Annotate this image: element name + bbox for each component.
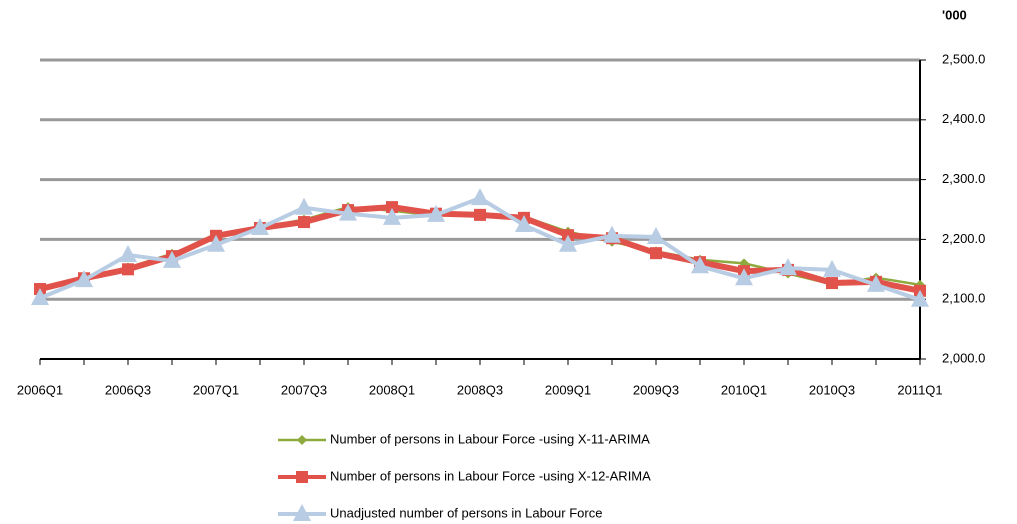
data-point (647, 227, 665, 245)
data-point (386, 201, 398, 214)
y-tick-label: 2,400.0 (942, 111, 985, 126)
data-point (471, 188, 489, 206)
data-point (339, 203, 357, 221)
legend-marker (297, 435, 307, 445)
data-point (31, 288, 49, 306)
data-point (823, 259, 841, 277)
x-tick-label: 2006Q1 (17, 382, 63, 397)
data-point (122, 263, 134, 276)
data-point (163, 250, 181, 268)
data-point (427, 204, 445, 222)
x-tick-label: 2008Q3 (457, 382, 503, 397)
data-point (650, 247, 662, 260)
data-point (735, 268, 753, 286)
legend-marker (293, 504, 311, 521)
data-point (119, 244, 137, 262)
data-point (383, 207, 401, 225)
data-point (867, 274, 885, 292)
x-tick-label: 2011Q1 (897, 382, 942, 397)
data-point (826, 277, 838, 290)
legend-label: Number of persons in Labour Force -using… (330, 468, 651, 483)
y-axis-unit: '000 (942, 7, 967, 22)
x-tick-label: 2007Q1 (193, 382, 239, 397)
data-point (559, 234, 577, 252)
y-tick-label: 2,500.0 (942, 51, 985, 66)
legend-label: Number of persons in Labour Force -using… (330, 431, 650, 446)
data-point (295, 197, 313, 215)
data-point (911, 289, 929, 307)
x-tick-label: 2006Q3 (105, 382, 151, 397)
x-tick-label: 2007Q3 (281, 382, 327, 397)
data-point (474, 208, 486, 221)
x-tick-label: 2009Q1 (545, 382, 591, 397)
data-point (603, 225, 621, 243)
y-tick-label: 2,300.0 (942, 171, 985, 186)
legend-label: Unadjusted number of persons in Labour F… (330, 505, 602, 520)
data-point (251, 218, 269, 236)
y-tick-label: 2,100.0 (942, 291, 985, 306)
data-point (691, 256, 709, 274)
x-tick-label: 2009Q3 (633, 382, 679, 397)
y-tick-label: 2,000.0 (942, 350, 985, 365)
x-tick-label: 2010Q1 (721, 382, 767, 397)
y-tick-label: 2,200.0 (942, 231, 985, 246)
data-point (779, 258, 797, 276)
data-point (75, 270, 93, 288)
data-point (515, 215, 533, 233)
data-point (207, 234, 225, 252)
x-tick-label: 2010Q3 (809, 382, 855, 397)
legend-marker (296, 471, 308, 483)
x-tick-label: 2008Q1 (369, 382, 415, 397)
data-point (298, 216, 310, 229)
